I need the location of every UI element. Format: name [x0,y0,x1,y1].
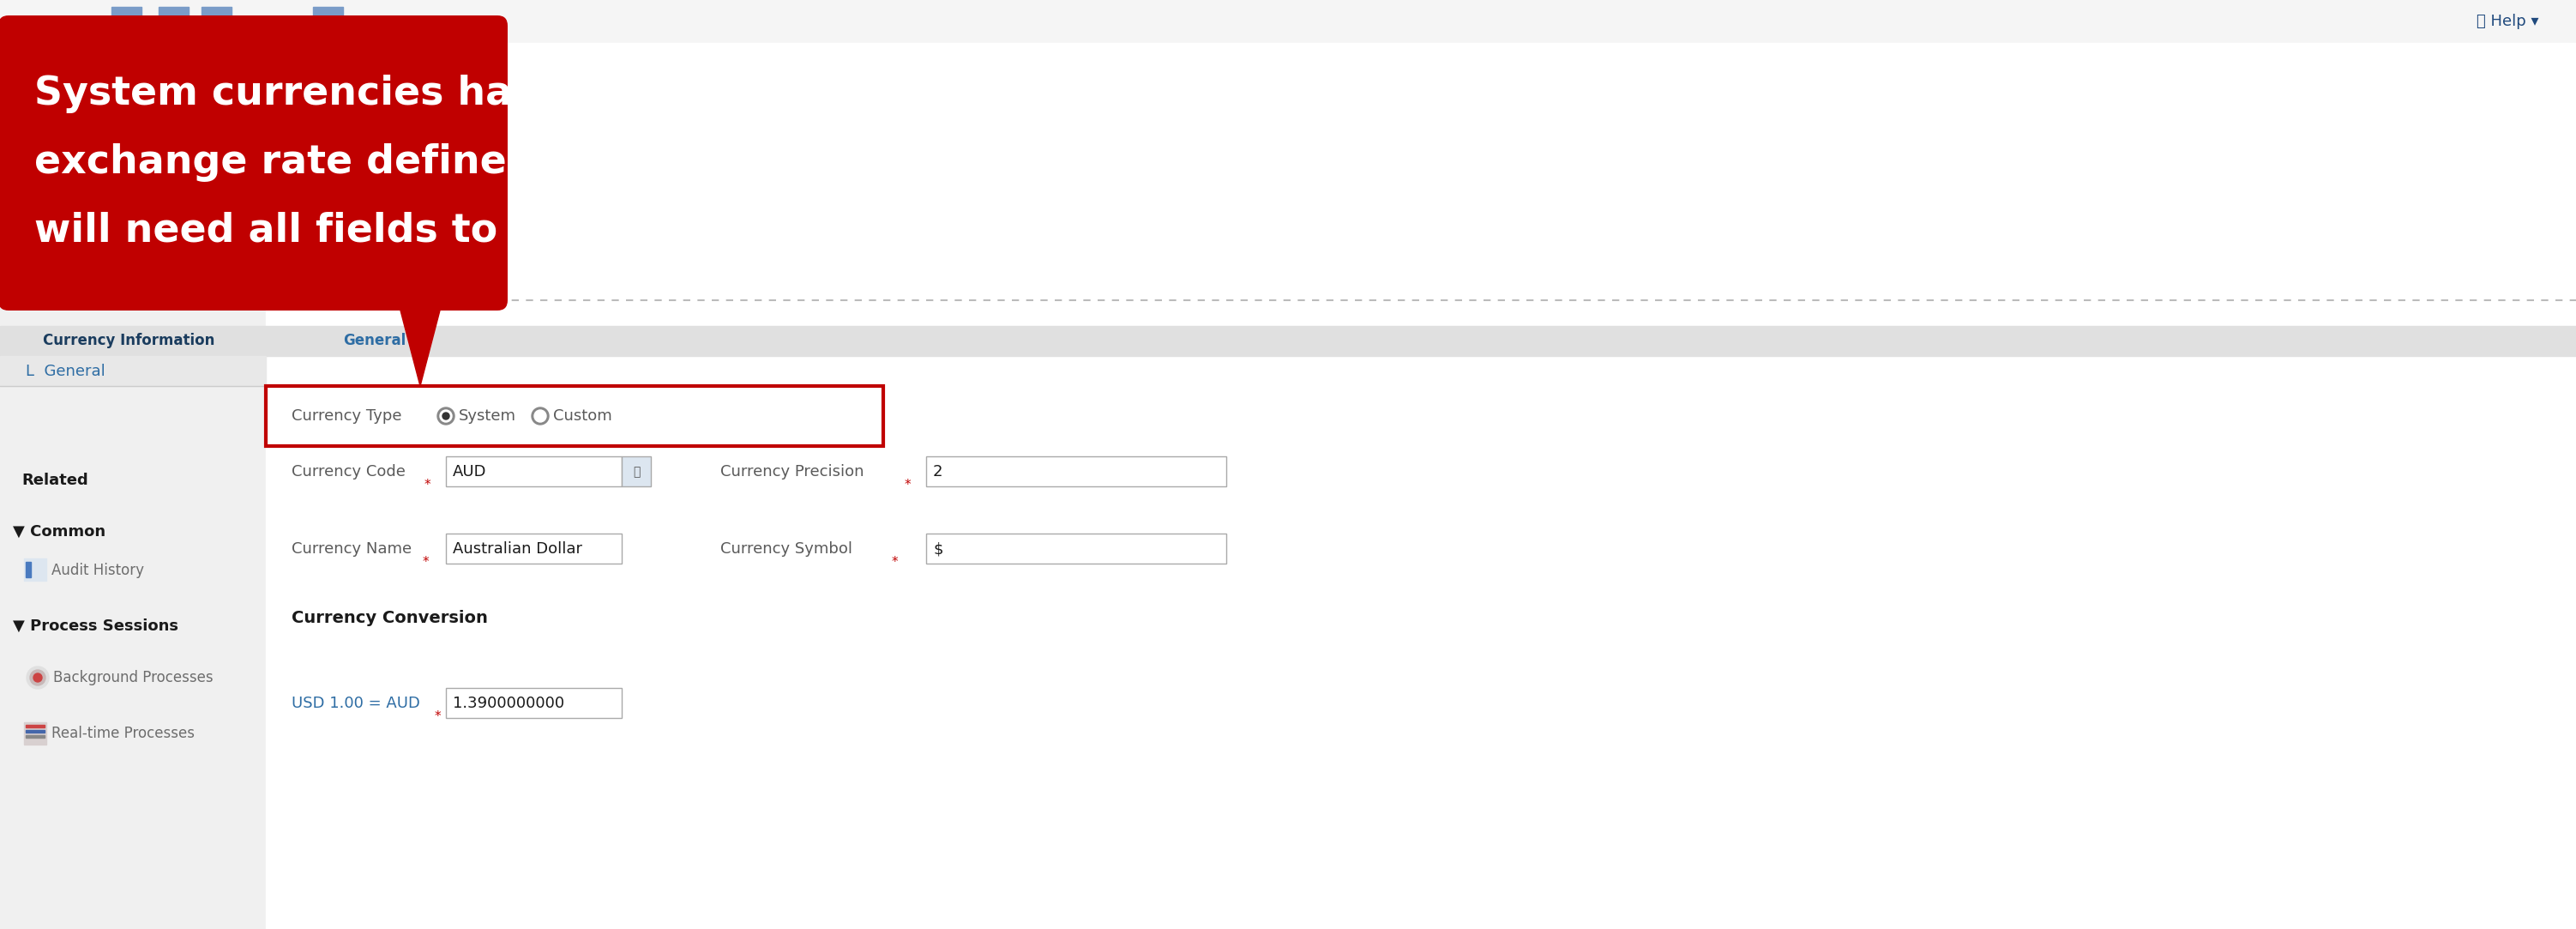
Bar [927,533,1226,564]
Bar [160,7,188,33]
Bar [265,386,884,446]
Text: will need all fields to be be populated.: will need all fields to be be populated. [33,213,889,251]
Bar [23,558,46,581]
Text: 🔍: 🔍 [634,465,639,478]
Text: Custom: Custom [554,409,613,424]
FancyBboxPatch shape [0,16,507,310]
Text: 1.3900000000: 1.3900000000 [453,696,564,711]
Polygon shape [394,287,446,386]
Bar [26,730,44,733]
Text: System: System [459,409,515,424]
Circle shape [33,674,41,682]
Text: Background Processes: Background Processes [54,670,214,686]
Bar [265,43,2576,929]
Bar [0,326,2576,356]
Text: ▼ Process Sessions: ▼ Process Sessions [13,619,178,634]
Circle shape [31,670,46,686]
Text: 2: 2 [933,464,943,479]
Circle shape [531,408,549,425]
Bar [446,688,621,718]
Text: AUD: AUD [453,464,487,479]
Bar [621,456,652,487]
Text: Currency Conversion: Currency Conversion [291,609,487,626]
Text: ▼ Common: ▼ Common [13,524,106,540]
Text: Audit History: Audit History [52,563,144,578]
Bar [201,7,232,33]
Text: Currency Name: Currency Name [291,542,412,556]
Bar [314,7,343,33]
Text: ⓘ Help ▾: ⓘ Help ▾ [2476,14,2537,29]
Text: Currency Precision: Currency Precision [721,464,863,479]
Text: Australian Dollar: Australian Dollar [453,542,582,556]
Bar [927,456,1226,487]
Text: exchange rate defined.  Custom currencies: exchange rate defined. Custom currencies [33,144,989,182]
Bar [0,43,265,929]
Text: Currency Code: Currency Code [291,464,404,479]
Bar [446,456,621,487]
Text: Currency Symbol: Currency Symbol [721,542,853,556]
Text: USD 1.00 = AUD: USD 1.00 = AUD [291,696,420,711]
Bar [0,356,265,386]
Text: *: * [891,556,899,569]
Text: Related: Related [21,473,88,488]
Text: *: * [435,711,440,723]
Text: Real-time Processes: Real-time Processes [52,726,196,741]
Circle shape [438,408,453,425]
Text: L  General: L General [26,363,106,379]
Text: Currency Information: Currency Information [44,334,214,348]
Circle shape [26,666,49,688]
Bar [23,722,46,744]
Bar [26,735,44,738]
Bar [446,533,621,564]
Text: $: $ [933,542,943,556]
Text: Currency Type: Currency Type [291,409,402,424]
Circle shape [440,410,451,422]
Bar [0,0,2576,43]
Text: System currencies have all fields except: System currencies have all fields except [33,75,930,113]
Bar [111,7,142,33]
Text: *: * [425,478,430,491]
Text: *: * [904,478,912,491]
Text: General: General [343,334,407,348]
Bar [26,562,31,577]
Circle shape [443,412,448,420]
Text: *: * [422,556,430,569]
Bar [26,725,44,727]
Circle shape [533,410,546,422]
